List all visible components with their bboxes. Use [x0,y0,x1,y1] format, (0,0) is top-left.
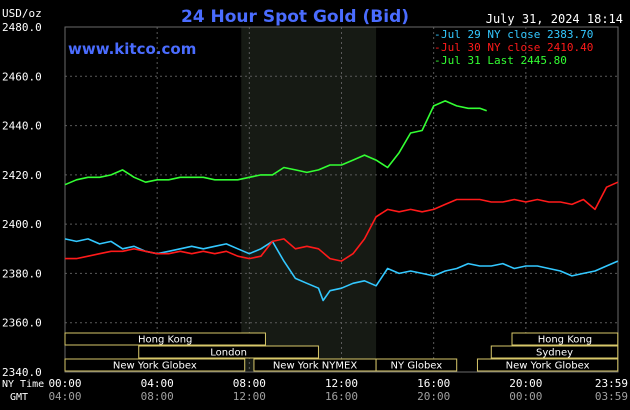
market-label-4: New York Globex [113,361,197,372]
watermark-kitco: www.kitco.com [68,40,196,58]
gmt-label: GMT [10,392,28,403]
y-tick-label-2: 2380.0 [2,267,42,280]
x-tick-ny-2: 08:00 [233,377,266,390]
y-axis-ticks: 2340.0 2360.0 2380.0 2400.0 2420.0 2440.0 2460… [2,21,42,379]
market-box-0 [64,332,266,346]
y-tick-label-3: 2400.0 [2,218,42,231]
x-tick-ny-6: 23:59 [595,377,628,390]
market-label-6: NY Globex [391,361,443,372]
x-tick-ny-1: 04:00 [141,377,174,390]
y-tick-label-7: 2480.0 [2,21,42,34]
x-tick-ny-3: 12:00 [325,377,358,390]
market-sessions: Hong Kong Hong Kong London Sydney New York G… [64,332,619,372]
market-box-2 [138,345,319,359]
plot-frame [64,26,619,373]
chart-title: 24 Hour Spot Gold (Bid) [181,7,409,27]
market-label-3: Sydney [536,348,573,359]
legend-entry-jul31: Jul 31 Last 2445.80 [441,54,567,67]
market-label-7: New York Globex [506,361,590,372]
x-tick-gmt-5: 00:00 [509,390,542,403]
ny-time-label: NY Time [2,379,44,390]
series-line-2 [64,100,487,186]
market-label-2: London [210,348,247,359]
market-label-5: New York NYMEX [273,361,358,372]
y-tick-label-1: 2360.0 [2,317,42,330]
market-box-1 [511,332,619,346]
x-tick-gmt-4: 20:00 [417,390,450,403]
x-tick-gmt-3: 16:00 [325,390,358,403]
x-tick-gmt-0: 04:00 [48,390,81,403]
y-tick-label-6: 2460.0 [2,70,42,83]
legend-marker-jul29: - [434,28,441,41]
y-tick-label-5: 2440.0 [2,120,42,133]
x-tick-gmt-1: 08:00 [141,390,174,403]
series-layer [64,100,619,302]
legend-marker-jul30: - [434,41,441,54]
nymex-session-highlight [241,27,377,372]
market-box-7 [476,358,619,372]
legend-entry-jul30: Jul 30 NY close 2410.40 [441,41,593,54]
market-box-6 [375,358,458,372]
market-label-1: Hong Kong [538,335,592,346]
x-tick-ny-5: 20:00 [509,377,542,390]
series-line-1 [65,181,619,262]
legend-markers: - - - [434,28,441,67]
x-tick-gmt-2: 12:00 [233,390,266,403]
grid-lines [64,26,619,373]
legend-entry-jul29: Jul 29 NY close 2383.70 [441,28,593,41]
y-tick-label-4: 2420.0 [2,169,42,182]
market-box-3 [490,345,619,359]
y-axis-units: USD/oz [2,7,42,20]
timestamp: July 31, 2024 18:14 [486,12,623,26]
x-tick-gmt-6: 03:59 [595,390,628,403]
market-label-0: Hong Kong [138,335,192,346]
legend: Jul 29 NY close 2383.70 Jul 30 NY close … [441,28,593,67]
market-box-4 [64,358,246,372]
y-tick-label-0: 2340.0 [2,366,42,379]
x-tick-ny-0: 00:00 [48,377,81,390]
x-axis-ticks: 00:00 04:00 08:00 12:00 16:00 20:00 23:5904:00… [48,377,628,403]
legend-marker-jul31: - [434,54,441,67]
x-tick-ny-4: 16:00 [417,377,450,390]
